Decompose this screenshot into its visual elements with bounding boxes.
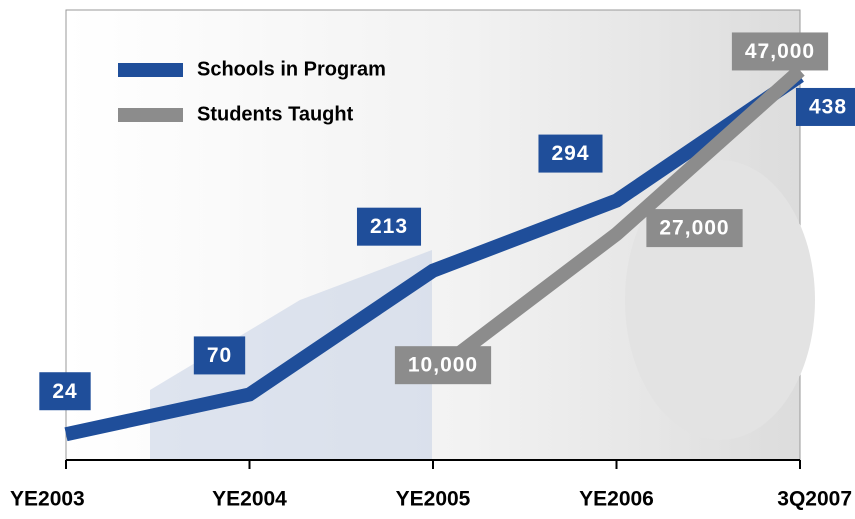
x-tick-label: YE2003 <box>10 488 85 511</box>
data-label: 24 <box>52 380 77 403</box>
data-label: 438 <box>809 96 847 119</box>
x-tick-label: 3Q2007 <box>777 488 852 511</box>
data-label: 47,000 <box>745 40 815 63</box>
data-label: 27,000 <box>659 217 729 240</box>
data-label: 213 <box>370 215 408 238</box>
x-tick-label: YE2005 <box>396 488 471 511</box>
legend-label: Students Taught <box>197 103 354 125</box>
x-tick-label: YE2004 <box>212 488 287 511</box>
x-tick-label: YE2006 <box>579 488 654 511</box>
chart: YE2003 YE2004 YE2005 YE2006 3Q2007 Schools in… <box>0 0 855 519</box>
data-label: 294 <box>551 142 589 165</box>
legend-label: Schools in Program <box>197 58 386 80</box>
data-label: 70 <box>207 344 232 367</box>
data-label: 10,000 <box>408 354 478 377</box>
